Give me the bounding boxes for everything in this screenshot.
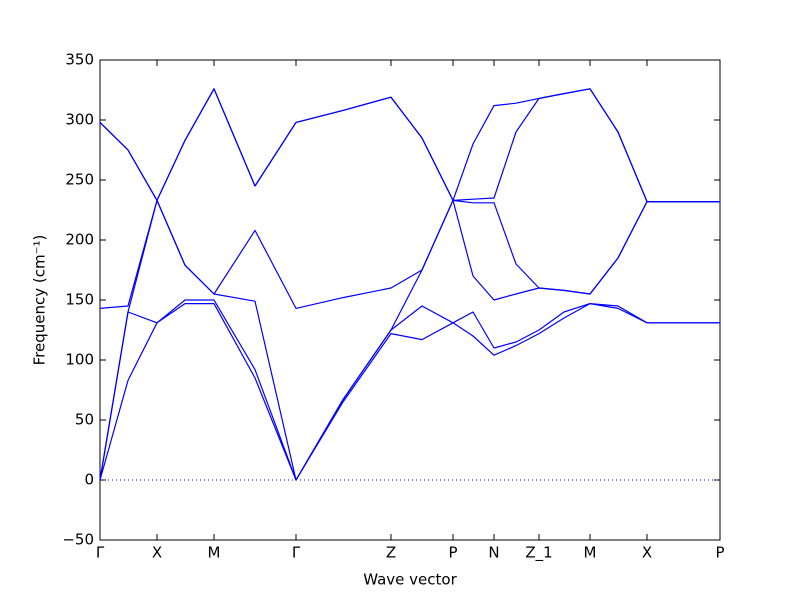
x-tick-label: M xyxy=(584,544,597,562)
x-tick-label: P xyxy=(715,544,724,562)
x-tick-label: Γ xyxy=(292,544,301,562)
band-line xyxy=(99,88,720,203)
x-tick-label: N xyxy=(488,544,499,562)
x-tick-label: X xyxy=(642,544,652,562)
y-tick-label: 350 xyxy=(65,51,94,69)
band-line xyxy=(99,303,720,481)
x-tick-label: X xyxy=(152,544,162,562)
y-tick-label: −50 xyxy=(62,531,94,549)
x-tick-label: Γ xyxy=(96,544,105,562)
y-tick-label: 0 xyxy=(84,471,94,489)
y-tick-label: 300 xyxy=(65,111,94,129)
y-tick-label: 100 xyxy=(65,351,94,369)
y-tick-label: 150 xyxy=(65,291,94,309)
band-line xyxy=(99,199,720,481)
x-tick-label: Z xyxy=(386,544,396,562)
x-tick-label: P xyxy=(448,544,457,562)
x-axis-label: Wave vector xyxy=(363,571,457,589)
x-tick-label: M xyxy=(208,544,221,562)
x-tick-label: Z_1 xyxy=(525,544,552,563)
y-tick-label: 200 xyxy=(65,231,94,249)
y-tick-label: 50 xyxy=(75,411,94,429)
y-tick-label: 250 xyxy=(65,171,94,189)
y-axis-label: Frequency (cm⁻¹) xyxy=(31,235,49,366)
band-line xyxy=(99,299,720,481)
band-line xyxy=(99,88,720,203)
